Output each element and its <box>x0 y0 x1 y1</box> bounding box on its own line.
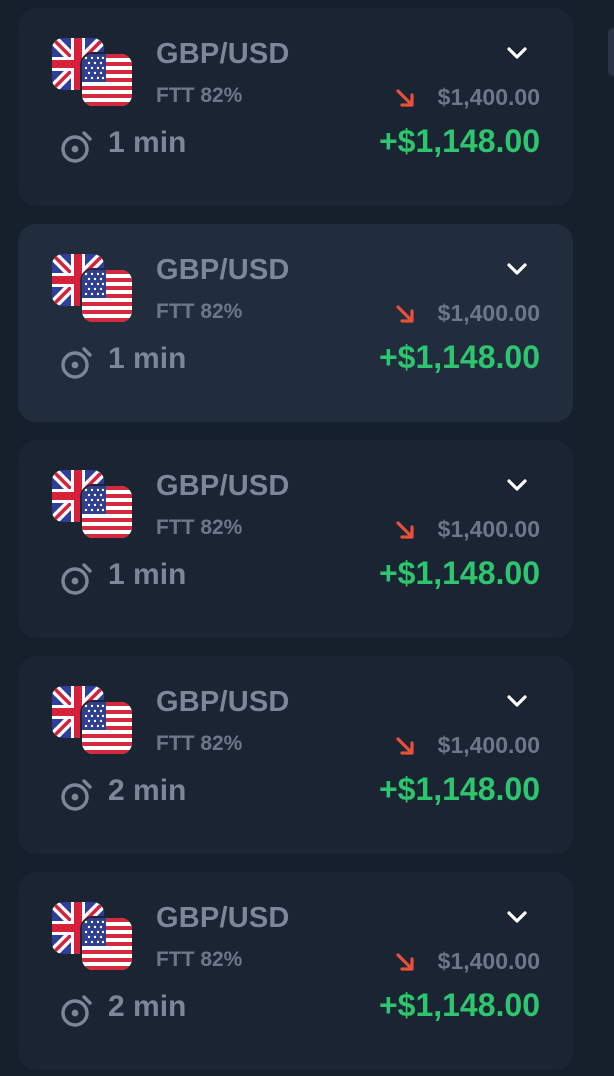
ftt-percentage: FTT 82% <box>156 300 243 323</box>
chevron-down-icon[interactable] <box>502 258 532 282</box>
currency-pair-name: GBP/USD <box>156 254 290 286</box>
chevron-down-icon[interactable] <box>502 42 532 66</box>
stopwatch-icon <box>61 347 92 379</box>
trade-duration: 2 min <box>108 990 187 1023</box>
trade-duration: 1 min <box>108 342 187 375</box>
stopwatch-icon <box>61 995 92 1027</box>
stopwatch-icon <box>61 131 92 163</box>
currency-pair-flags <box>52 254 134 324</box>
trade-card[interactable]: GBP/USD FTT 82% $1,400.00 1 min +$1,148.… <box>18 224 573 422</box>
chevron-down-icon[interactable] <box>502 906 532 930</box>
currency-pair-flags <box>52 686 134 756</box>
currency-pair-flags <box>52 470 134 540</box>
currency-pair-flags <box>52 38 134 108</box>
us-flag-icon <box>82 54 132 106</box>
arrow-down-right-icon <box>396 305 414 323</box>
arrow-down-right-icon <box>396 953 414 971</box>
trade-card[interactable]: GBP/USD FTT 82% $1,400.00 1 min +$1,148.… <box>18 440 573 638</box>
arrow-down-right-icon <box>396 521 414 539</box>
uk-flag-icon <box>52 254 104 306</box>
trade-card[interactable]: GBP/USD FTT 82% $1,400.00 2 min +$1,148.… <box>18 872 573 1070</box>
trade-card[interactable]: GBP/USD FTT 82% $1,400.00 1 min +$1,148.… <box>18 8 573 206</box>
us-flag-icon <box>82 270 132 322</box>
trade-amount: $1,400.00 <box>437 948 540 974</box>
stopwatch-icon <box>61 779 92 811</box>
us-flag-icon <box>82 486 132 538</box>
trade-profit: +$1,148.00 <box>378 123 540 159</box>
currency-pair-name: GBP/USD <box>156 470 290 502</box>
trade-amount: $1,400.00 <box>437 732 540 758</box>
currency-pair-name: GBP/USD <box>156 38 290 70</box>
trade-profit: +$1,148.00 <box>378 987 540 1023</box>
arrow-down-right-icon <box>396 89 414 107</box>
trade-profit: +$1,148.00 <box>378 339 540 375</box>
us-flag-icon <box>82 918 132 970</box>
trade-duration: 1 min <box>108 126 187 159</box>
us-flag-icon <box>82 702 132 754</box>
trade-profit: +$1,148.00 <box>378 771 540 807</box>
trade-profit: +$1,148.00 <box>378 555 540 591</box>
chevron-down-icon[interactable] <box>502 690 532 714</box>
currency-pair-name: GBP/USD <box>156 686 290 718</box>
scrollbar-thumb[interactable] <box>608 28 614 76</box>
ftt-percentage: FTT 82% <box>156 516 243 539</box>
currency-pair-flags <box>52 902 134 972</box>
chevron-down-icon[interactable] <box>502 474 532 498</box>
ftt-percentage: FTT 82% <box>156 84 243 107</box>
currency-pair-name: GBP/USD <box>156 902 290 934</box>
stopwatch-icon <box>61 563 92 595</box>
trade-amount: $1,400.00 <box>437 516 540 542</box>
ftt-percentage: FTT 82% <box>156 948 243 971</box>
trade-amount: $1,400.00 <box>437 300 540 326</box>
ftt-percentage: FTT 82% <box>156 732 243 755</box>
trade-duration: 1 min <box>108 558 187 591</box>
trade-duration: 2 min <box>108 774 187 807</box>
trade-card[interactable]: GBP/USD FTT 82% $1,400.00 2 min +$1,148.… <box>18 656 573 854</box>
trade-amount: $1,400.00 <box>437 84 540 110</box>
arrow-down-right-icon <box>396 737 414 755</box>
